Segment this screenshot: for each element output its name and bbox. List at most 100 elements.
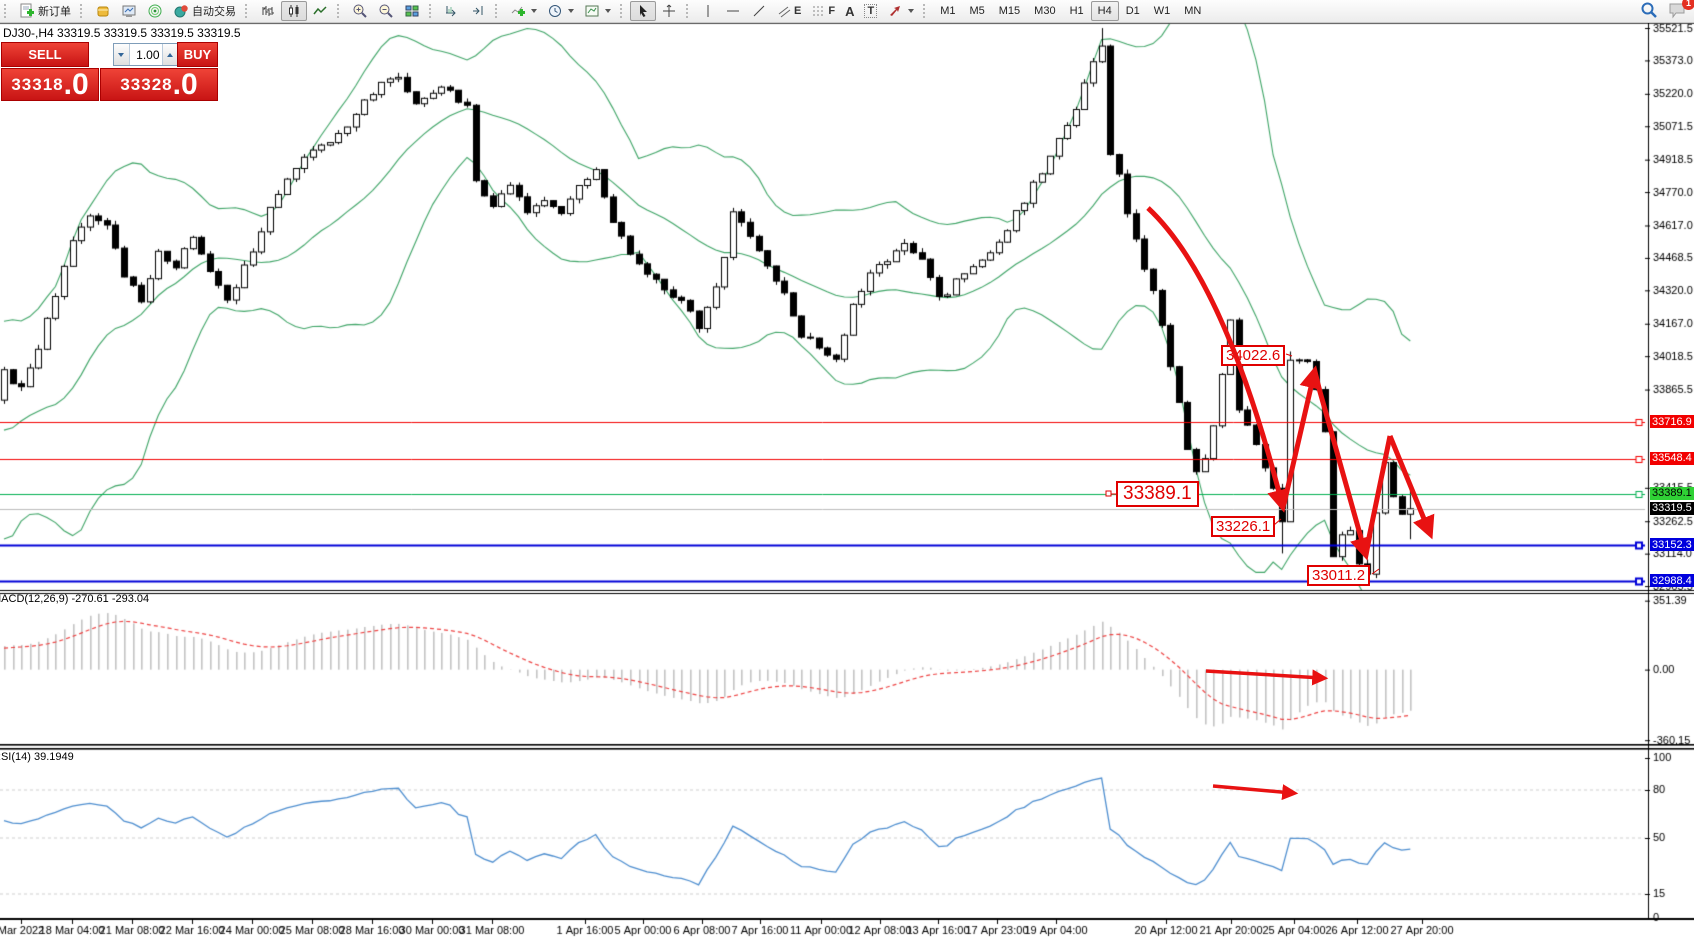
toolbar-grip[interactable] (337, 4, 344, 18)
toolbar-grip[interactable] (429, 4, 436, 18)
spinner-down-icon (118, 52, 125, 57)
sell-price[interactable]: 33318.0 (1, 68, 99, 101)
toolbar-group-timeframes: M1 M5 M15 M30 H1 H4 D1 W1 MN (919, 0, 1208, 22)
annotation-33389[interactable]: 33389.1 (1116, 481, 1199, 507)
auto-trading-button[interactable]: 自动交易 (168, 1, 241, 21)
toolbar-group-services: 自动交易 (76, 0, 241, 22)
price-badge: 33716.9 (1650, 415, 1694, 429)
bar-chart-button[interactable] (255, 1, 281, 21)
periods-caret-icon (568, 9, 574, 13)
toolbar-grip[interactable] (80, 4, 87, 18)
market-button[interactable] (90, 1, 116, 21)
chart-shift-button[interactable] (465, 1, 491, 21)
toolbar-grip[interactable] (686, 4, 693, 18)
spinner-up-icon (166, 52, 173, 57)
rsi-indicator-label: RSI(14) 39.1949 (0, 751, 74, 763)
chart-window-button[interactable] (116, 1, 142, 21)
text-label-button[interactable]: T (859, 1, 882, 21)
buy-price-main: 33328 (120, 74, 173, 94)
timeframe-m5[interactable]: M5 (969, 5, 985, 17)
templates-button[interactable] (579, 1, 616, 21)
volume-stepper (113, 43, 178, 66)
toolbar-grip[interactable] (495, 4, 502, 18)
cursor-button[interactable] (630, 1, 656, 21)
timeframe-m1[interactable]: M1 (940, 5, 956, 17)
volume-down-button[interactable] (114, 44, 130, 65)
chart-title: DJ30-,H4 33319.5 33319.5 33319.5 33319.5 (3, 26, 241, 40)
price-badge: 33389.1 (1650, 486, 1694, 500)
arrows-tool-button[interactable] (882, 1, 919, 21)
sell-button[interactable]: SELL (1, 42, 89, 67)
equidistant-channel-button[interactable]: E (772, 1, 806, 21)
auto-trading-label: 自动交易 (192, 6, 236, 18)
one-click-trading-panel: SELL BUY 33318.0 33328.0 (0, 42, 218, 101)
annotation-34022[interactable]: 34022.6 (1221, 345, 1286, 367)
candle-chart-button[interactable] (281, 1, 307, 21)
fibonacci-button[interactable]: F (806, 1, 840, 21)
timeframe-d1[interactable]: D1 (1125, 5, 1140, 17)
tile-windows-button[interactable] (399, 1, 425, 21)
label-tool-letter: T (864, 4, 878, 18)
arrows-caret-icon (908, 9, 915, 13)
notifications-button[interactable]: 1 (1668, 0, 1694, 22)
search-icon[interactable] (1640, 1, 1658, 22)
indicators-caret-icon (531, 9, 537, 13)
line-chart-button[interactable] (307, 1, 333, 21)
toolbar-group-arrange (425, 0, 491, 22)
periods-button[interactable] (542, 1, 579, 21)
text-tool-letter: A (845, 3, 855, 19)
crosshair-button[interactable] (656, 1, 682, 21)
zoom-in-button[interactable] (347, 1, 373, 21)
toolbar-grip[interactable] (4, 4, 11, 18)
timeframe-w1[interactable]: W1 (1153, 5, 1171, 17)
buy-price-frac: .0 (172, 67, 198, 101)
templates-caret-icon (605, 9, 611, 13)
toolbar-group-insert (491, 0, 616, 22)
signals-button[interactable] (142, 1, 168, 21)
auto-trading-icon (173, 3, 189, 19)
auto-scroll-button[interactable] (439, 1, 465, 21)
price-badge: 33319.5 (1650, 501, 1694, 515)
toolbar-group-zoom (333, 0, 425, 22)
buy-button[interactable]: BUY (177, 42, 218, 67)
toolbar-group-cursor (616, 0, 682, 22)
new-order-label: 新订单 (38, 6, 71, 18)
new-order-icon (19, 3, 35, 19)
horizontal-line-button[interactable] (720, 1, 746, 21)
notification-badge: 1 (1682, 0, 1694, 10)
fibo-letter: F (828, 5, 836, 17)
toolbar-right: 1 (1640, 0, 1694, 22)
zoom-out-button[interactable] (373, 1, 399, 21)
timeframe-m30[interactable]: M30 (1034, 5, 1056, 17)
buy-price[interactable]: 33328.0 (100, 68, 218, 101)
channel-letter: E (794, 5, 802, 17)
price-badge: 32988.4 (1650, 574, 1694, 588)
sell-price-frac: .0 (63, 67, 89, 101)
new-order-button[interactable]: 新订单 (14, 1, 76, 21)
toolbar-group-chart-types (241, 0, 333, 22)
text-tool-button[interactable]: A (840, 1, 859, 21)
annotation-33011[interactable]: 33011.2 (1307, 565, 1371, 587)
price-badge: 33548.4 (1650, 451, 1694, 465)
signals-icon (147, 3, 163, 19)
volume-input[interactable] (129, 44, 162, 65)
timeframe-mn[interactable]: MN (1184, 5, 1202, 17)
trendline-button[interactable] (746, 1, 772, 21)
timeframe-h1[interactable]: H1 (1069, 5, 1084, 17)
sell-price-main: 33318 (11, 74, 64, 94)
vertical-line-button[interactable] (696, 1, 720, 21)
timeframe-h4[interactable]: H4 (1090, 1, 1119, 21)
price-badge: 33152.3 (1650, 538, 1694, 552)
annotation-33226[interactable]: 33226.1 (1211, 516, 1276, 538)
toolbar-grip[interactable] (923, 4, 930, 18)
chart-window-icon (121, 3, 137, 19)
main-toolbar: 新订单 自动交易 (0, 0, 1694, 23)
indicators-button[interactable] (505, 1, 542, 21)
market-icon (95, 3, 111, 19)
volume-up-button[interactable] (161, 44, 177, 65)
toolbar-grip[interactable] (620, 4, 627, 18)
timeframe-m15[interactable]: M15 (998, 5, 1021, 17)
toolbar-grip[interactable] (245, 4, 252, 18)
